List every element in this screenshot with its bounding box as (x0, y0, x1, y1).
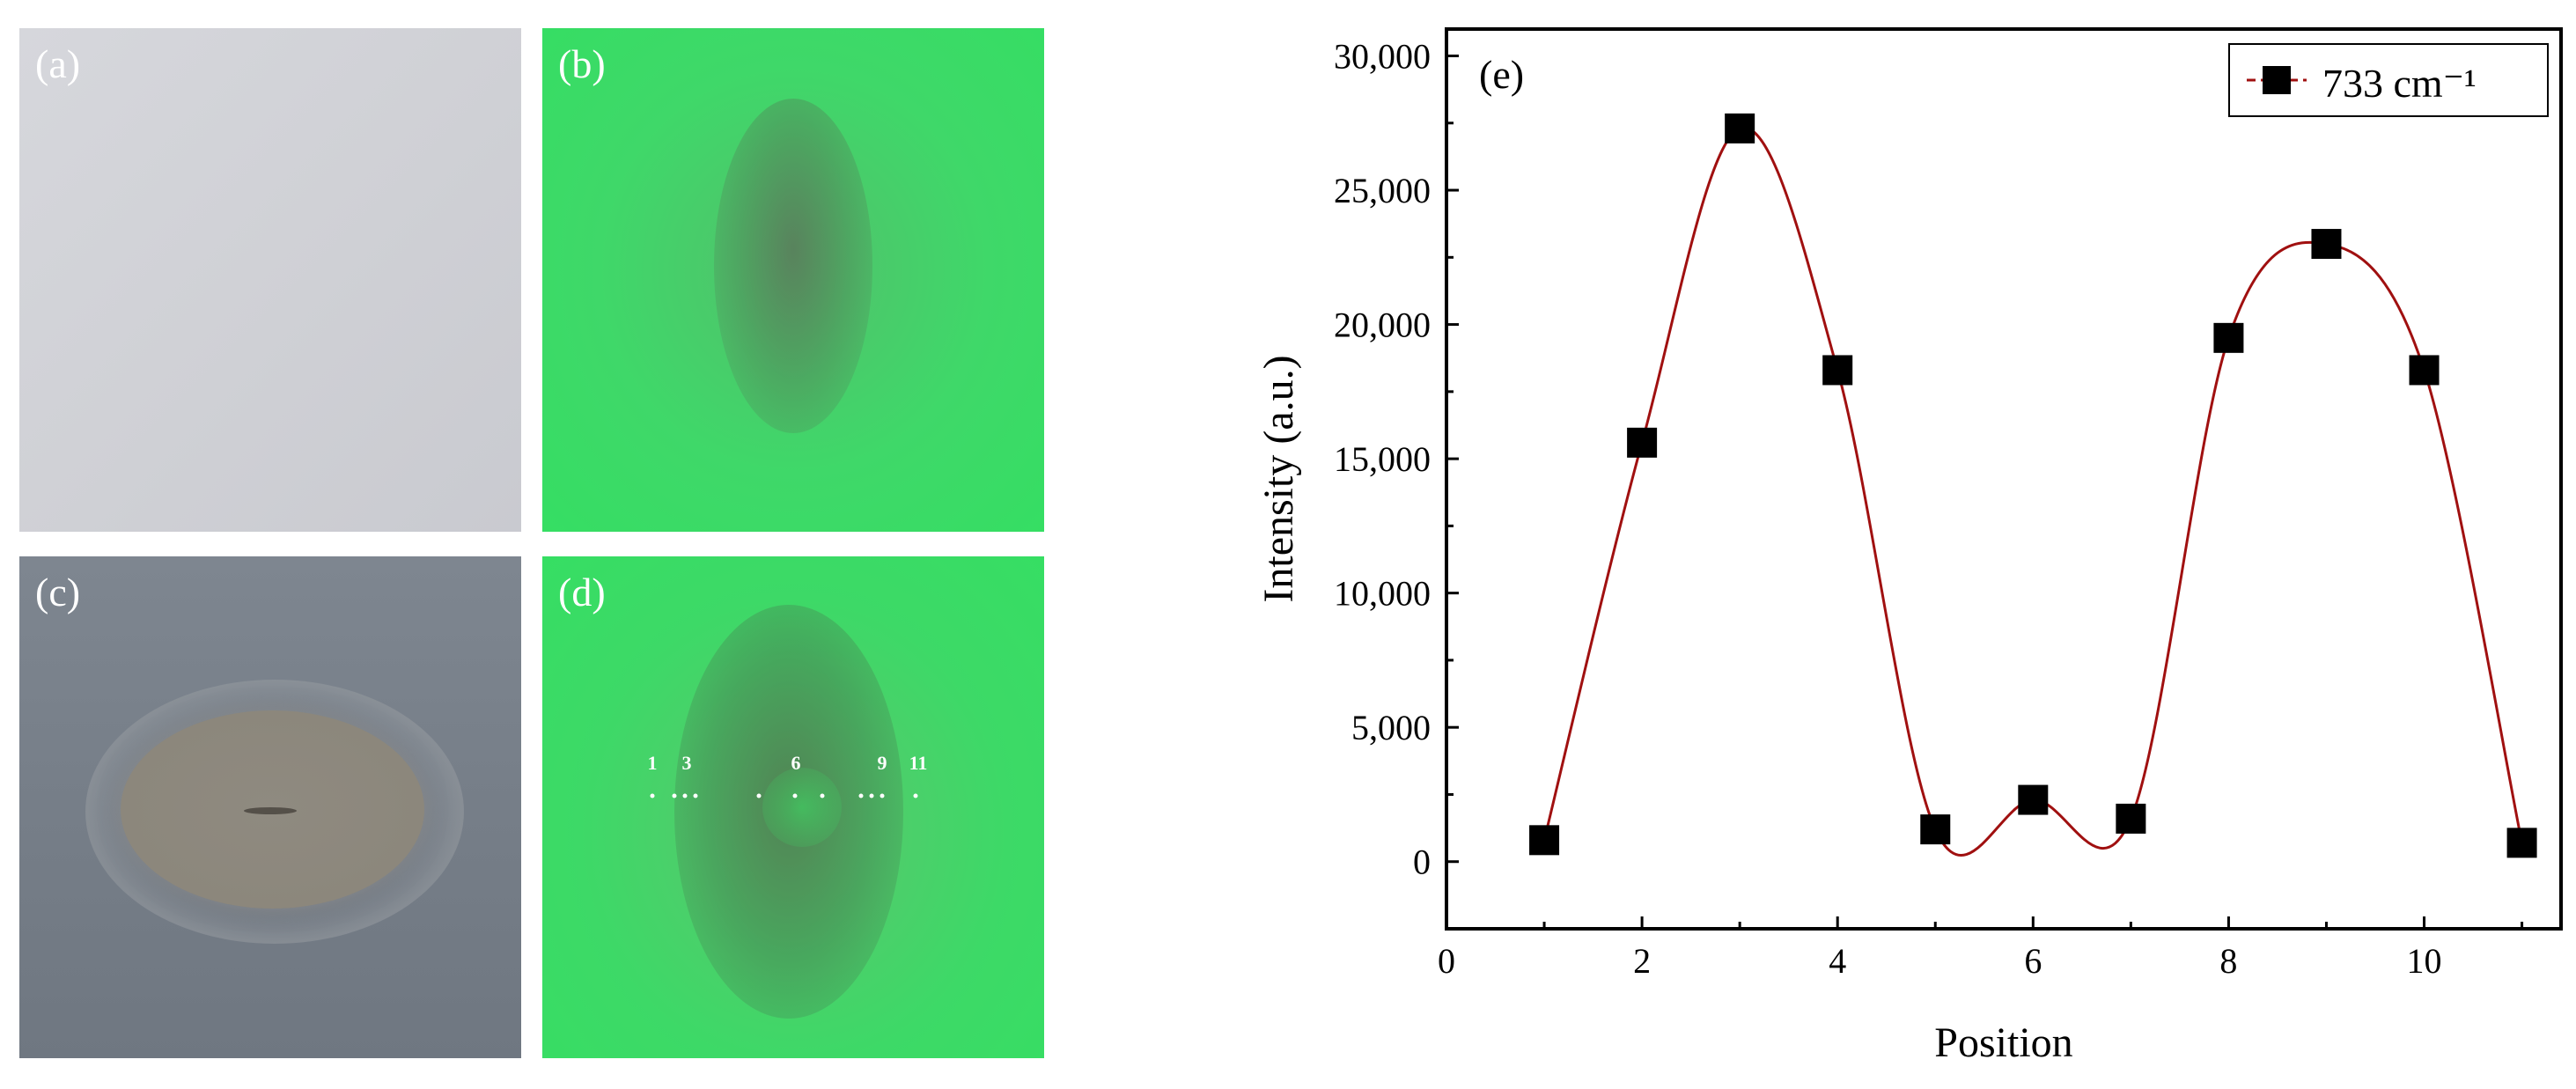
data-point (2409, 355, 2440, 386)
x-tick-label: 2 (1633, 941, 1651, 981)
position-dot (792, 793, 798, 798)
position-dot (858, 793, 864, 798)
y-tick-label: 30,000 (1334, 37, 1431, 77)
y-tick-label: 10,000 (1334, 574, 1431, 614)
y-tick-label: 5,000 (1351, 708, 1431, 747)
panel-d-label: (d) (558, 570, 606, 614)
position-dot (693, 793, 698, 798)
position-dot (650, 793, 655, 798)
legend-label: 733 cm⁻¹ (2322, 61, 2477, 106)
data-point (1725, 113, 1755, 143)
data-point (1920, 814, 1951, 845)
x-axis-title: Position (1934, 1019, 2072, 1066)
center-mark (244, 807, 297, 814)
position-label-9: 9 (877, 752, 887, 774)
dark-spot (714, 99, 872, 433)
plot-frame (1445, 27, 2563, 931)
y-tick-label: 25,000 (1334, 171, 1431, 210)
panel-d-image: 1 3 6 9 11 (d) (542, 556, 1044, 1058)
position-dot (756, 793, 762, 798)
x-tick-label: 4 (1829, 941, 1846, 981)
data-point (2311, 229, 2342, 260)
position-dot (869, 793, 874, 798)
series-curve (1542, 126, 2524, 857)
data-point (2213, 322, 2244, 353)
panel-b-image: (b) (542, 28, 1044, 532)
position-label-11: 11 (909, 752, 928, 774)
data-point (2506, 828, 2537, 858)
data-point (1822, 355, 1853, 386)
panel-c-label: (c) (35, 570, 81, 614)
position-label-3: 3 (681, 752, 692, 774)
position-dot (880, 793, 885, 798)
y-tick-label: 15,000 (1334, 439, 1431, 479)
y-tick-label: 20,000 (1334, 305, 1431, 345)
x-tick-label: 10 (2407, 941, 2442, 981)
x-tick-label: 0 (1438, 941, 1455, 981)
panel-c-image: (c) (19, 556, 521, 1058)
x-tick-label: 6 (2024, 941, 2042, 981)
panel-a-label: (a) (35, 41, 81, 86)
position-label-1: 1 (647, 752, 658, 774)
y-tick-label: 0 (1413, 843, 1431, 882)
panel-a-image: (a) (19, 28, 521, 532)
data-point (2018, 784, 2049, 815)
y-axis-title: Intensity (a.u.) (1255, 355, 1302, 602)
position-dot (913, 793, 918, 798)
data-point (1627, 427, 1658, 458)
legend: 733 cm⁻¹ (2228, 43, 2549, 117)
position-dot (820, 793, 825, 798)
legend-marker (2263, 66, 2291, 94)
position-dot (672, 793, 677, 798)
intensity-chart: 0 2 4 6 8 10 0 5,000 10,000 15,000 20,000 25,000 30,… (1255, 27, 2563, 1066)
data-point (1529, 825, 1560, 856)
panel-b-label: (b) (558, 41, 606, 86)
data-point (2116, 803, 2146, 834)
position-dot (682, 793, 688, 798)
x-tick-label: 8 (2219, 941, 2237, 981)
chart-panel-label: (e) (1479, 52, 1524, 97)
bright-center (762, 768, 842, 847)
position-label-6: 6 (791, 752, 801, 774)
